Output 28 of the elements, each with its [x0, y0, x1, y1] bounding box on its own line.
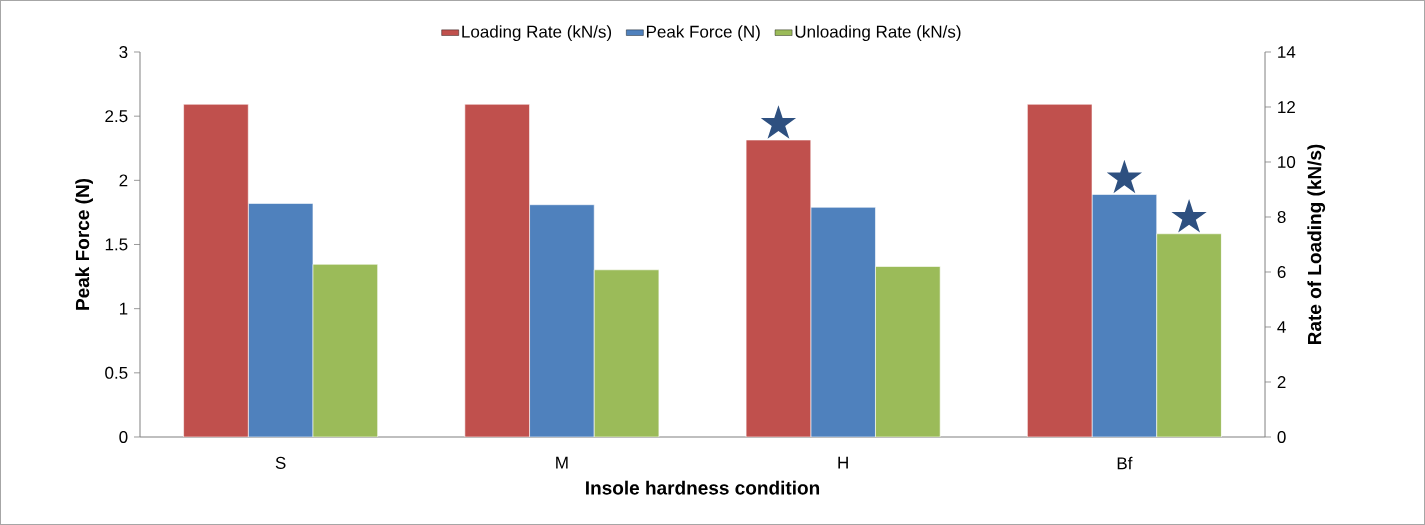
y-axis-title: Peak Force (N) [75, 178, 93, 310]
y2-tick-label: 10 [1278, 155, 1296, 169]
legend-label: Unloading Rate (kN/s) [795, 25, 961, 42]
y2-axis-title: Rate of Loading (kN/s) [1307, 144, 1326, 345]
y2-tick-label: 8 [1277, 210, 1286, 224]
y2-tick-label: 0 [1277, 430, 1286, 444]
y2-tick-label: 14 [1278, 46, 1296, 58]
y-tick-label: 1 [119, 302, 128, 315]
y2-tick-label: 6 [1277, 265, 1286, 279]
data-label: ★ [1171, 199, 1207, 233]
data-label: ★ [760, 105, 797, 139]
y-tick-label: 0 [119, 430, 128, 444]
y2-tick-label: 4 [1277, 321, 1286, 333]
y-tick-label: 3 [119, 45, 128, 59]
y-tick-label: 1.5 [105, 238, 128, 251]
x-tick-label: M [556, 456, 568, 469]
y2-tick-label: 12 [1278, 101, 1295, 113]
legend-label: Peak Force (N) [646, 25, 760, 42]
legend-label: Loading Rate (kN/s) [462, 25, 612, 42]
data-label: ★ [1106, 159, 1143, 194]
y2-tick-label: 2 [1277, 376, 1286, 388]
x-tick-label: S [275, 456, 286, 469]
y-tick-label: 0.5 [105, 366, 128, 379]
x-tick-label: H [838, 456, 848, 469]
y-tick-label: 2.5 [105, 110, 128, 123]
x-axis-title: Insole hardness condition [586, 480, 820, 495]
x-tick-label: Bf [1117, 456, 1133, 470]
y-tick-label: 2 [119, 174, 128, 187]
